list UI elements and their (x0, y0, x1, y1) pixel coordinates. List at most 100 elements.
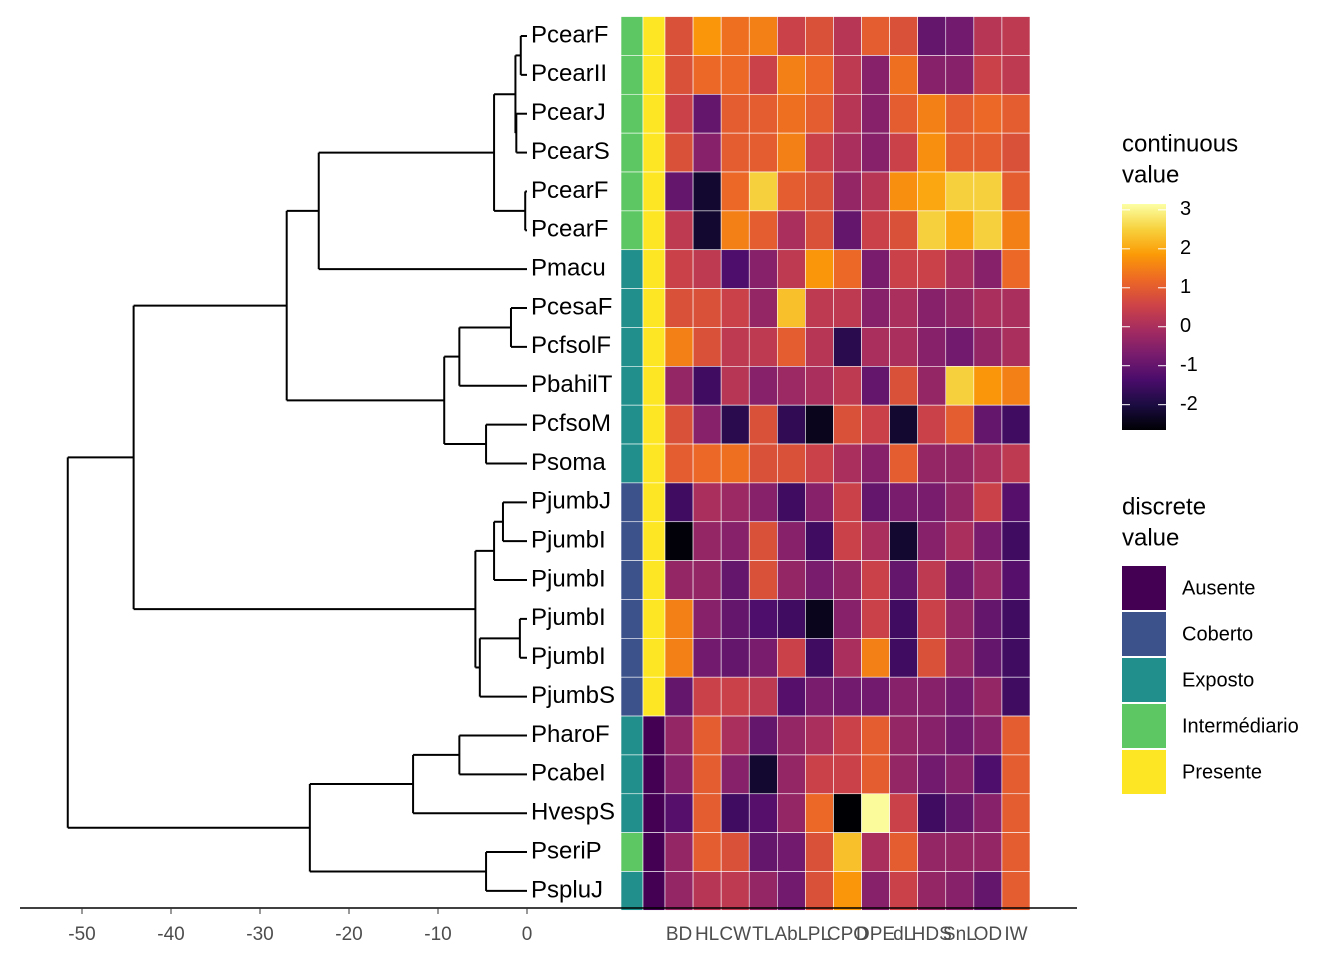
heat-cell (1001, 16, 1031, 56)
discrete-cell (642, 676, 666, 717)
heat-cell (720, 793, 750, 833)
heat-cell (777, 404, 806, 445)
heat-cell (720, 832, 750, 872)
heat-cell (833, 754, 862, 795)
heat-cell (1001, 793, 1031, 833)
discrete-cell (620, 560, 644, 600)
heat-cell (664, 16, 694, 56)
colorbar (1122, 204, 1166, 430)
heat-cell (777, 832, 806, 872)
tip-label: PcfsoM (531, 410, 611, 437)
discrete-cell (642, 55, 666, 95)
discrete-cell (642, 327, 666, 367)
heat-cell (889, 754, 918, 795)
heat-cell (861, 560, 890, 600)
heat-cell (664, 55, 694, 95)
heat-cell (861, 871, 890, 911)
tip-label: PseriP (531, 837, 602, 864)
heat-cell (889, 327, 918, 367)
heat-cell (889, 793, 918, 833)
heat-cell (945, 793, 975, 833)
heat-cell (861, 521, 890, 561)
discrete-cell (620, 871, 644, 911)
heat-cell (945, 288, 975, 328)
heat-cell (861, 93, 890, 134)
heat-cell (720, 366, 750, 406)
heat-cell (1001, 676, 1031, 717)
heat-cell (777, 443, 806, 484)
heat-cell (945, 599, 975, 639)
heat-cell (777, 366, 806, 406)
colorbar-label: -1 (1180, 354, 1198, 376)
heat-cell (833, 443, 862, 484)
heat-cell (889, 171, 918, 212)
heat-cell (917, 871, 947, 911)
heat-cell (664, 676, 694, 717)
heat-cell (720, 16, 750, 56)
column-label: IW (1004, 924, 1027, 945)
tip-label: PjumbJ (531, 488, 611, 515)
heat-cell (889, 249, 918, 289)
heat-cell (889, 16, 918, 56)
heat-cell (945, 132, 975, 173)
heat-cell (861, 327, 890, 367)
heat-cell (748, 288, 778, 328)
heat-cell (777, 288, 806, 328)
heat-cell (720, 55, 750, 95)
heat-cell (777, 521, 806, 561)
heat-cell (748, 676, 778, 717)
discrete-cell (642, 210, 666, 251)
tip-label: PcearS (531, 138, 610, 165)
heat-cell (833, 676, 862, 717)
heat-cell (945, 93, 975, 134)
heat-cell (664, 521, 694, 561)
discrete-cell (642, 443, 666, 484)
tip-label: PcearF (531, 21, 608, 48)
heat-cell (692, 171, 722, 212)
heat-cell (945, 832, 975, 872)
heat-cell (833, 560, 862, 600)
heat-cell (1001, 832, 1031, 872)
heat-cell (805, 676, 834, 717)
heat-cell (973, 871, 1003, 911)
heat-cell (973, 638, 1003, 678)
heat-cell (664, 754, 694, 795)
heat-cell (1001, 404, 1031, 445)
heat-cell (945, 560, 975, 600)
heat-cell (917, 754, 947, 795)
heat-cell (720, 443, 750, 484)
heat-cell (861, 715, 890, 756)
heat-cell (692, 55, 722, 95)
heat-cell (748, 638, 778, 678)
heat-cell (833, 715, 862, 756)
legend-title: value (1122, 524, 1179, 551)
heat-cell (973, 55, 1003, 95)
heat-cell (720, 249, 750, 289)
column-label: DPE (856, 924, 895, 945)
heat-cell (720, 288, 750, 328)
heat-cell (720, 327, 750, 367)
heat-cell (917, 288, 947, 328)
heat-cell (1001, 560, 1031, 600)
heat-cell (748, 832, 778, 872)
heat-cell (917, 560, 947, 600)
heat-cell (748, 560, 778, 600)
legend-key (1122, 750, 1166, 794)
heat-cell (720, 560, 750, 600)
discrete-cell (620, 366, 644, 406)
heat-cell (945, 676, 975, 717)
legend-label: Ausente (1182, 577, 1255, 599)
heat-cell (917, 249, 947, 289)
heat-cell (777, 560, 806, 600)
heat-cell (917, 55, 947, 95)
heat-cell (805, 754, 834, 795)
discrete-cell (620, 482, 644, 523)
heat-cell (692, 599, 722, 639)
heat-cell (833, 832, 862, 872)
heat-cell (748, 171, 778, 212)
heat-cell (861, 16, 890, 56)
heat-cell (664, 871, 694, 911)
heat-cell (720, 93, 750, 134)
heat-cell (805, 793, 834, 833)
heat-cell (945, 327, 975, 367)
